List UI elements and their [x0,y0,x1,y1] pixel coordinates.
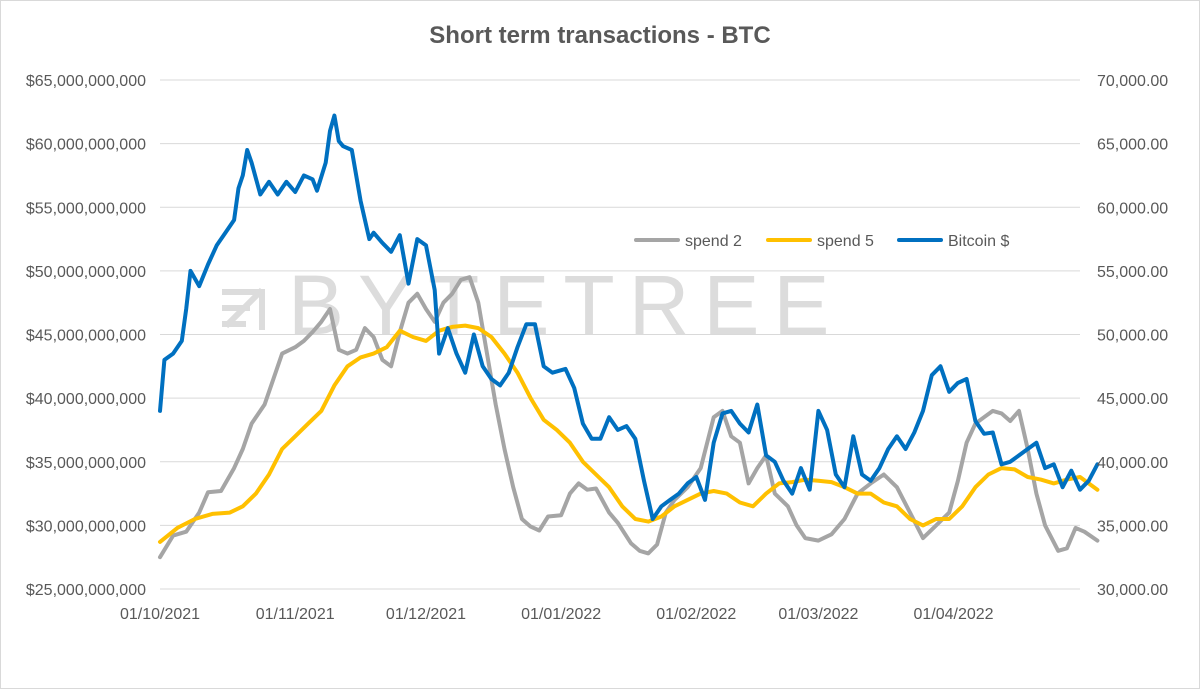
y-right-tick-label: 50,000.00 [1097,328,1168,345]
x-tick-label: 01/12/2021 [386,606,466,623]
legend-label: spend 5 [817,233,874,250]
y-right-tick-label: 70,000.00 [1097,73,1168,90]
y-right-tick-label: 35,000.00 [1097,518,1168,535]
series-line-spend-5 [158,323,1100,544]
legend-item: spend 2 [634,233,742,250]
watermark-logo-icon [222,287,265,330]
y-left-tick-label: $60,000,000,000 [26,137,146,154]
y-right-tick-label: 45,000.00 [1097,391,1168,408]
watermark-text: BYTETREE [288,258,843,352]
y-right-tick-label: 55,000.00 [1097,264,1168,281]
x-tick-label: 01/10/2021 [120,606,200,623]
legend-item: spend 5 [766,233,874,250]
y-left-tick-label: $50,000,000,000 [26,264,146,281]
y-left-tick-label: $25,000,000,000 [26,582,146,599]
chart-title: Short term transactions - BTC [429,22,771,49]
y-right-tick-label: 40,000.00 [1097,455,1168,472]
y-axis-right: 30,000.00 35,000.00 40,000.00 45,000.00 50,0… [1097,73,1168,599]
legend-label: Bitcoin $ [948,233,1009,250]
x-tick-label: 01/04/2022 [914,606,994,623]
y-left-tick-label: $65,000,000,000 [26,73,146,90]
y-right-tick-label: 65,000.00 [1097,137,1168,154]
legend-label: spend 2 [685,233,742,250]
x-tick-label: 01/11/2021 [256,606,335,623]
watermark: BYTETREE [222,258,843,352]
series-line-spend-2 [158,275,1100,560]
y-right-tick-label: 60,000.00 [1097,200,1168,217]
x-tick-label: 01/03/2022 [778,606,858,623]
legend-item: Bitcoin $ [897,233,1009,250]
y-left-tick-label: $55,000,000,000 [26,200,146,217]
y-left-tick-label: $30,000,000,000 [26,518,146,535]
y-left-tick-label: $45,000,000,000 [26,328,146,345]
x-tick-label: 01/01/2022 [521,606,601,623]
legend: spend 2 spend 5 Bitcoin $ [634,233,1009,250]
y-axis-left: $25,000,000,000 $30,000,000,000 $35,000,00… [26,73,146,599]
series-lines [158,113,1100,560]
x-tick-label: 01/02/2022 [656,606,736,623]
y-right-tick-label: 30,000.00 [1097,582,1168,599]
y-left-tick-label: $35,000,000,000 [26,455,146,472]
y-left-tick-label: $40,000,000,000 [26,391,146,408]
series-line-bitcoin [158,113,1100,521]
x-axis: 01/10/2021 01/11/2021 01/12/2021 01/01/2022… [120,606,994,623]
